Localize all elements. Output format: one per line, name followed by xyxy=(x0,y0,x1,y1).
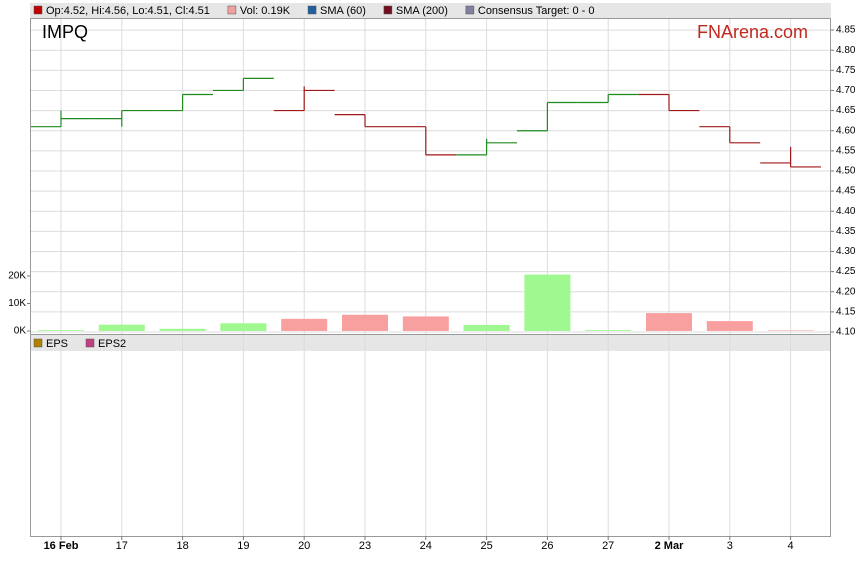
volume-bar xyxy=(767,330,814,331)
x-tick-label: 16 Feb xyxy=(44,540,79,552)
volume-bar xyxy=(585,330,632,331)
y-tick-label: 4.75 xyxy=(836,65,856,76)
volume-bar xyxy=(646,313,692,331)
volume-bar xyxy=(38,330,84,331)
y-tick-label: 4.15 xyxy=(836,307,856,318)
y-tick-label: 4.85 xyxy=(836,25,856,36)
legend-label: EPS xyxy=(46,338,68,350)
y-tick-label: 4.10 xyxy=(836,327,856,338)
legend-swatch xyxy=(465,5,475,15)
x-tick-label: 17 xyxy=(116,540,128,552)
y-tick-label: 4.50 xyxy=(836,166,856,177)
volume-bar xyxy=(524,274,571,331)
x-tick-label: 24 xyxy=(420,540,432,552)
y-tick-label: 4.65 xyxy=(836,105,856,116)
volume-bar xyxy=(706,321,753,331)
watermark: FNArena.com xyxy=(697,22,808,42)
x-tick-label: 19 xyxy=(237,540,249,552)
legend-swatch xyxy=(227,5,237,15)
x-tick-label: 26 xyxy=(541,540,553,552)
volume-bar xyxy=(159,328,206,331)
legend-swatch xyxy=(85,338,95,348)
y-tick-label: 4.70 xyxy=(836,85,856,96)
labels: 4.10 4.15 4.20 4.25 4.30 4.35 4.40 4.45 4.50 4.55… xyxy=(8,5,856,552)
y-tick-label: 4.60 xyxy=(836,125,856,136)
marks xyxy=(30,77,821,331)
volume-bar xyxy=(281,318,328,331)
legend-swatch xyxy=(383,5,393,15)
legend-label: EPS2 xyxy=(98,338,126,350)
x-tick-label: 4 xyxy=(788,540,794,552)
y-tick-label: 4.35 xyxy=(836,226,856,237)
legend-label: Consensus Target: 0 - 0 xyxy=(478,5,595,17)
x-tick-label: 23 xyxy=(359,540,371,552)
x-tick-label: 27 xyxy=(602,540,614,552)
x-tick-label: 2 Mar xyxy=(655,540,684,552)
x-tick-label: 25 xyxy=(480,540,492,552)
volume-bar xyxy=(342,314,388,331)
x-tick-label: 20 xyxy=(298,540,310,552)
legend-swatch xyxy=(307,5,317,15)
y-tick-label: 4.80 xyxy=(836,45,856,56)
volume-bar xyxy=(402,316,449,331)
lower-legend-bar xyxy=(30,335,831,351)
legend-label: SMA (60) xyxy=(320,5,366,17)
x-tick-label: 3 xyxy=(727,540,733,552)
volume-tick-label: 20K xyxy=(8,271,26,282)
y-tick-label: 4.30 xyxy=(836,246,856,257)
legend-swatch xyxy=(33,5,43,15)
y-tick-label: 4.20 xyxy=(836,286,856,297)
y-tick-label: 4.40 xyxy=(836,206,856,217)
volume-bar xyxy=(98,324,145,331)
volume-tick-label: 0K xyxy=(14,326,27,337)
chart-title: IMPQ xyxy=(42,22,88,42)
y-tick-label: 4.25 xyxy=(836,266,856,277)
volume-tick-label: 10K xyxy=(8,298,26,309)
x-tick-label: 18 xyxy=(176,540,188,552)
legend-swatch xyxy=(33,338,43,348)
volume-bar xyxy=(463,324,510,331)
legend-label: Op:4.52, Hi:4.56, Lo:4.51, Cl:4.51 xyxy=(46,5,210,17)
legend-label: Vol: 0.19K xyxy=(240,5,291,17)
legend-label: SMA (200) xyxy=(396,5,448,17)
volume-bar xyxy=(220,323,267,331)
lower-panel-border xyxy=(30,334,831,537)
y-tick-label: 4.55 xyxy=(836,145,856,156)
y-tick-label: 4.45 xyxy=(836,186,856,197)
